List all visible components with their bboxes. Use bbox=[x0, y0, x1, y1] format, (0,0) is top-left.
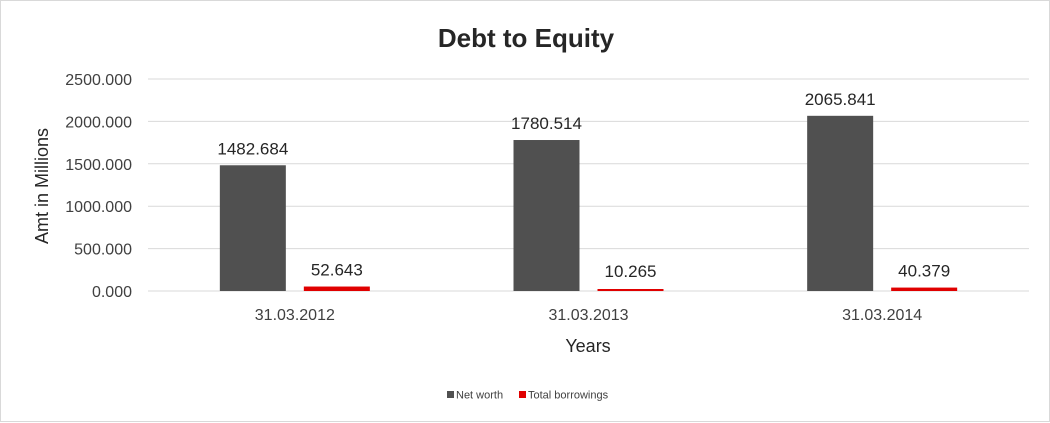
data-labels: 1482.684 52.643 1780.514 10.265 2065.841 40.3… bbox=[217, 90, 950, 281]
data-label: 10.265 bbox=[605, 262, 657, 281]
bar bbox=[807, 115, 874, 291]
bar bbox=[597, 289, 664, 291]
x-tick-label: 31.03.2013 bbox=[548, 307, 628, 324]
y-tick-label: 2500.000 bbox=[65, 72, 132, 89]
y-tick-label: 1500.000 bbox=[65, 157, 132, 174]
legend-label: Net worth bbox=[456, 390, 503, 402]
data-label: 1482.684 bbox=[217, 139, 288, 158]
y-axis-ticks: 0.000 500.000 1000.000 1500.000 2000.000 2500… bbox=[65, 72, 132, 301]
data-label: 2065.841 bbox=[805, 90, 876, 109]
y-tick-label: 1000.000 bbox=[65, 199, 132, 216]
y-tick-label: 500.000 bbox=[74, 242, 132, 259]
data-label: 1780.514 bbox=[511, 114, 582, 133]
legend-swatch bbox=[447, 391, 454, 398]
x-axis-ticks: 31.03.2012 31.03.2013 31.03.2014 bbox=[255, 307, 923, 324]
y-axis-title: Amt in Millions bbox=[32, 128, 52, 244]
bars bbox=[219, 115, 958, 291]
data-label: 52.643 bbox=[311, 261, 363, 280]
y-tick-label: 0.000 bbox=[92, 284, 132, 301]
data-label: 40.379 bbox=[898, 262, 950, 281]
bar bbox=[219, 165, 286, 291]
x-axis-title: Years bbox=[565, 336, 610, 356]
y-tick-label: 2000.000 bbox=[65, 114, 132, 131]
bar bbox=[891, 287, 958, 291]
chart-title: Debt to Equity bbox=[438, 23, 615, 53]
gridlines bbox=[148, 78, 1029, 292]
x-tick-label: 31.03.2012 bbox=[255, 307, 335, 324]
bar bbox=[303, 286, 370, 291]
x-tick-label: 31.03.2014 bbox=[842, 307, 922, 324]
legend: Net worth Total borrowings bbox=[447, 390, 609, 402]
legend-swatch bbox=[519, 391, 526, 398]
bar bbox=[513, 140, 580, 291]
legend-label: Total borrowings bbox=[528, 390, 609, 402]
